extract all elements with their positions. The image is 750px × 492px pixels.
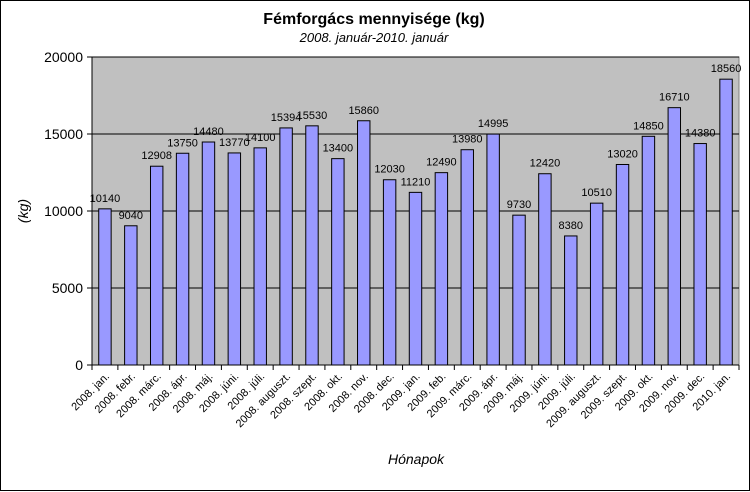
bar <box>253 147 267 366</box>
data-label: 10140 <box>90 193 121 205</box>
data-label: 15394 <box>271 112 302 124</box>
bar <box>693 143 707 366</box>
data-label: 12030 <box>374 164 405 176</box>
data-label: 14100 <box>245 132 276 144</box>
bar <box>175 152 190 366</box>
data-label: 13750 <box>167 137 198 149</box>
bar <box>589 202 604 366</box>
bar <box>201 141 216 366</box>
data-label: 14480 <box>193 126 224 138</box>
bar <box>434 172 449 366</box>
data-label: 15860 <box>348 105 379 117</box>
bar <box>98 208 112 366</box>
bar <box>460 149 474 366</box>
data-label: 14995 <box>478 118 509 130</box>
chart-title: Fémforgács mennyisége (kg) <box>263 11 484 28</box>
bar <box>486 133 500 366</box>
bar <box>512 214 526 366</box>
data-label: 10510 <box>581 187 612 199</box>
bar <box>124 225 138 366</box>
data-label: 11210 <box>401 176 431 188</box>
data-label: 13980 <box>452 134 483 146</box>
data-label: 14850 <box>633 120 664 132</box>
x-axis-title: Hónapok <box>388 451 445 467</box>
data-label: 13770 <box>219 137 250 149</box>
y-tick-label: 20000 <box>44 49 83 65</box>
data-label: 9040 <box>119 210 143 222</box>
data-label: 18560 <box>711 63 742 75</box>
data-label: 12490 <box>426 157 457 169</box>
bar <box>382 179 397 366</box>
bar <box>667 107 682 366</box>
data-label: 16710 <box>659 92 690 104</box>
bar <box>305 125 319 366</box>
y-tick-label: 5000 <box>52 280 83 296</box>
data-label: 13020 <box>607 148 638 160</box>
data-label: 12420 <box>530 158 561 170</box>
chart-subtitle: 2008. január-2010. január <box>299 30 449 45</box>
data-labels: 1014090401290813750144801377014100153941… <box>90 63 742 232</box>
bar <box>564 235 578 366</box>
data-label: 9730 <box>507 199 531 211</box>
x-axis: 2008. jan.2008. febr.2008. márc.2008. áp… <box>69 364 740 430</box>
bar <box>719 78 733 366</box>
y-tick-label: 15000 <box>44 126 83 142</box>
bar <box>641 135 656 366</box>
bar <box>331 158 345 366</box>
data-label: 13400 <box>323 143 354 155</box>
bar <box>408 191 423 366</box>
y-tick-label: 0 <box>75 357 83 373</box>
y-axis: 0 5000 10000 15000 20000 <box>44 49 93 373</box>
bar <box>227 152 242 366</box>
bar <box>538 173 552 366</box>
bar <box>279 127 293 366</box>
bar <box>149 165 164 366</box>
bar <box>615 163 630 366</box>
y-tick-label: 10000 <box>44 203 83 219</box>
data-label: 12908 <box>141 150 172 162</box>
bar <box>357 120 371 366</box>
data-label: 8380 <box>559 220 583 232</box>
data-label: 15530 <box>297 110 328 122</box>
bars <box>98 78 733 366</box>
y-axis-title: (kg) <box>15 199 31 223</box>
data-label: 14380 <box>685 128 716 140</box>
